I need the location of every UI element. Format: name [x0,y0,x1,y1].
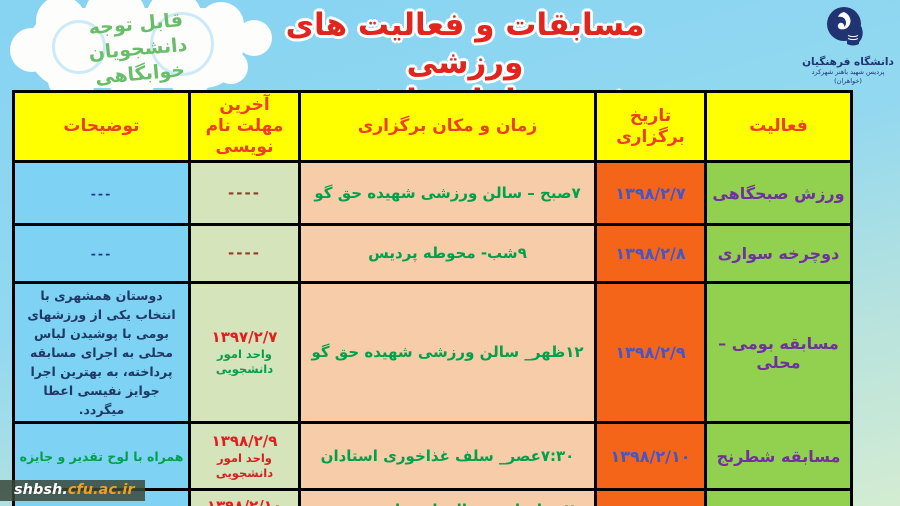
deadline-date: ۱۳۹۸/۲/۱۰ [206,496,283,506]
notes-cell: دوستان همشهری با انتخاب یکی از ورزشهای ب… [12,281,191,424]
deadline-cell: ۱۳۹۸/۲/۱۰ واحد امور دانشجویی [188,488,301,506]
site-watermark: shbsh.cfu.ac.ir [0,480,145,501]
column-header-date: تاریخ برگزاری [594,90,707,163]
activity-cell: مسابقه شطرنج [704,421,853,491]
time-place-cell: ۷صبح – سالن ورزشی شهیده حق گو [298,160,597,226]
header-row: فعالیت تاریخ برگزاری زمان و مکان برگزاری… [12,90,853,163]
activity-cell: ورزش صبحگاهی [704,160,853,226]
table-row: ورزش صبحگاهی ۱۳۹۸/۲/۷ ۷صبح – سالن ورزشی … [12,160,853,226]
deadline-date: ۱۳۹۷/۲/۷ [211,328,278,346]
activity-cell: مسابقه دارت [704,488,853,506]
time-place-cell: ۷:۳۰عصر_ سلف غذاخوری استادان [298,421,597,491]
page-title-line-1: مسابقات و فعالیت های ورزشی [285,7,645,81]
notes-cell: --- [12,223,191,284]
table-row: مسابقه بومی – محلی ۱۳۹۸/۲/۹ ۱۲ظهر_ سالن … [12,281,853,424]
university-logo: دانشگاه فرهنگیان پردیس شهید باهنر شهرکرد… [802,4,894,86]
notes-cell: همراه با لوح تقدیر و جایزه [12,421,191,491]
column-header-notes: توضیحات [12,90,191,163]
deadline-unit: واحد امور دانشجویی [215,347,274,376]
university-name: دانشگاه فرهنگیان [802,56,894,68]
date-cell: ۱۳۹۸/۲/۸ [594,223,707,284]
schedule-table: فعالیت تاریخ برگزاری زمان و مکان برگزاری… [12,90,853,506]
deadline-unit: واحد امور دانشجویی [215,450,274,480]
column-header-deadline: آخرین مهلت نام نویسی [188,90,301,163]
watermark-prefix: shbsh. [14,482,68,498]
time-place-cell: ۱۲ظهر_ سالن ورزشی شهیده حق گو [298,281,597,424]
deadline-cell: ---- [188,223,301,284]
table-row: دوچرخه سواری ۱۳۹۸/۲/۸ ۹شب- محوطه پردیس -… [12,223,853,284]
date-cell: ۱۳۹۸/۲/۷ [594,160,707,226]
table-row: مسابقه دارت ۱۳۹۸/۲/۱۱ ۲بعدازظهر_ سالن اخ… [12,488,853,506]
activity-cell: دوچرخه سواری [704,223,853,284]
university-logo-icon [827,7,863,46]
date-cell: ۱۳۹۸/۲/۱۱ [594,488,707,506]
deadline-date: ---- [228,183,261,202]
date-cell: ۱۳۹۸/۲/۱۰ [594,421,707,491]
notes-cell: --- [12,160,191,226]
campus-name: پردیس شهید باهنر شهرکرد (خواهران) [811,68,885,85]
watermark-domain: cfu.ac.ir [67,482,135,498]
date-cell: ۱۳۹۸/۲/۹ [594,281,707,424]
deadline-cell: ۱۳۹۸/۲/۹ واحد امور دانشجویی [188,421,301,491]
column-header-time-place: زمان و مکان برگزاری [298,90,597,163]
activity-cell: مسابقه بومی – محلی [704,281,853,424]
deadline-cell: ۱۳۹۷/۲/۷ واحد امور دانشجویی [188,281,301,424]
time-place-cell: ۹شب- محوطه پردیس [298,223,597,284]
deadline-cell: ---- [188,160,301,226]
deadline-date: ---- [228,244,261,262]
table-row: مسابقه شطرنج ۱۳۹۸/۲/۱۰ ۷:۳۰عصر_ سلف غذاخ… [12,421,853,491]
time-place-cell: ۲بعدازظهر_ سالن اختصاصی تنیس روی میز [298,488,597,506]
deadline-date: ۱۳۹۸/۲/۹ [211,431,278,450]
column-header-activity: فعالیت [704,90,853,163]
